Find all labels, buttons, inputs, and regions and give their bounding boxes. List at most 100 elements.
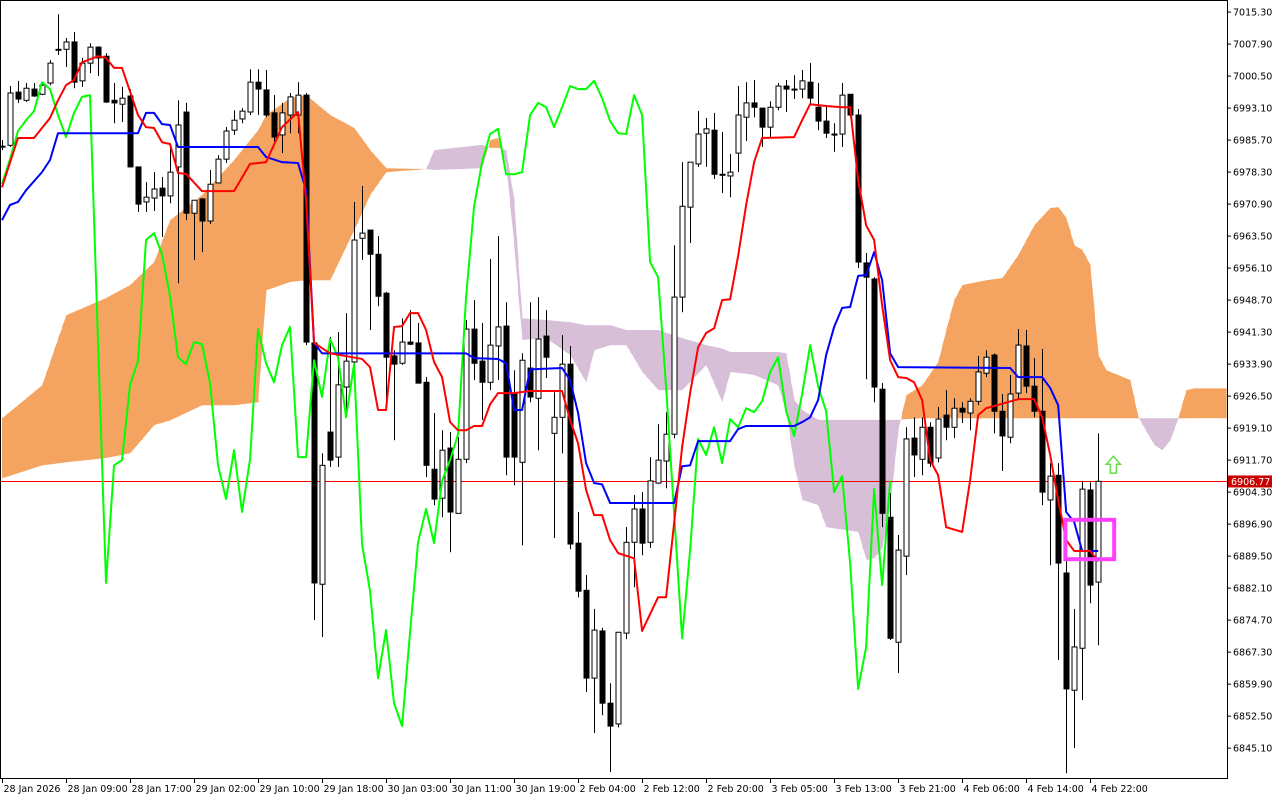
candle-body bbox=[431, 468, 438, 500]
cloud-bearish-segment bbox=[450, 147, 455, 170]
cloud-bullish-segment bbox=[1074, 245, 1079, 419]
cloud-bullish-segment bbox=[1130, 380, 1135, 419]
y-tick-label: 6867.30 bbox=[1233, 648, 1272, 659]
candle-body bbox=[623, 541, 630, 634]
candle-bullish bbox=[983, 350, 990, 378]
candle-body bbox=[991, 354, 998, 412]
y-tick-label: 7000.50 bbox=[1233, 72, 1272, 83]
cloud-bearish-segment bbox=[554, 320, 559, 347]
candle-body bbox=[455, 458, 462, 514]
cloud-bearish-segment bbox=[610, 325, 615, 346]
candle-body bbox=[447, 447, 454, 513]
cloud-bullish-segment bbox=[154, 251, 159, 426]
cloud-bullish-segment bbox=[74, 310, 79, 462]
candle-bullish bbox=[119, 86, 126, 122]
candle-body bbox=[647, 480, 654, 543]
chart-objects[interactable] bbox=[1063, 455, 1123, 562]
cloud-bullish-segment bbox=[1050, 207, 1055, 419]
candle-bullish bbox=[839, 83, 846, 148]
cloud-bearish-segment bbox=[530, 318, 535, 340]
price-axis[interactable]: 7015.30 7007.90 7000.50 6993.10 6985.70 6978.… bbox=[1227, 8, 1272, 755]
candle-bullish bbox=[239, 108, 246, 124]
candle-bearish bbox=[127, 89, 134, 168]
candle-bullish bbox=[455, 437, 462, 514]
cloud-bullish-segment bbox=[1222, 388, 1227, 419]
candle-bearish bbox=[1087, 482, 1094, 604]
cloud-bullish-segment bbox=[310, 98, 315, 281]
cloud-bullish-segment bbox=[930, 367, 935, 419]
candle-bearish bbox=[159, 176, 166, 237]
candle-bullish bbox=[791, 75, 798, 100]
candle-bearish bbox=[271, 95, 278, 143]
cloud-bullish-segment bbox=[1206, 388, 1211, 419]
candle-bearish bbox=[31, 83, 38, 97]
candle-bullish bbox=[519, 353, 526, 546]
candle-bearish bbox=[503, 302, 510, 476]
y-tick-label: 6948.70 bbox=[1233, 296, 1272, 307]
cloud-bearish-segment bbox=[606, 325, 611, 347]
candle-bullish bbox=[495, 236, 502, 381]
cloud-bullish-segment bbox=[1190, 388, 1195, 419]
cloud-bearish-segment bbox=[810, 414, 815, 504]
candle-body bbox=[967, 400, 974, 414]
candle-bearish bbox=[1023, 329, 1030, 394]
candle-body bbox=[71, 41, 78, 83]
cloud-bullish-segment bbox=[214, 177, 219, 406]
cloud-bullish-segment bbox=[1022, 240, 1027, 419]
candle-body bbox=[343, 360, 350, 388]
current-price-tag: 6906.77 bbox=[1228, 475, 1272, 488]
candle-bullish bbox=[919, 417, 926, 476]
cloud-bullish-segment bbox=[6, 411, 11, 478]
candle-body bbox=[495, 326, 502, 347]
candle-body bbox=[23, 87, 30, 101]
cloud-bearish-segment bbox=[454, 147, 459, 170]
candle-body bbox=[207, 183, 214, 222]
y-tick-label: 6845.10 bbox=[1233, 744, 1272, 755]
candle-bullish bbox=[223, 127, 230, 164]
cloud-bullish-segment bbox=[50, 350, 55, 465]
candle-body bbox=[1047, 475, 1054, 501]
candle-bearish bbox=[327, 336, 334, 468]
cloud-bearish-segment bbox=[654, 329, 659, 391]
candle-body bbox=[615, 631, 622, 725]
cloud-bullish-segment bbox=[1202, 388, 1207, 419]
up-arrow-icon[interactable] bbox=[1104, 455, 1123, 474]
candle-bearish bbox=[871, 277, 878, 403]
cloud-bullish-segment bbox=[30, 391, 35, 470]
time-axis[interactable]: 28 Jan 2026 28 Jan 09:00 28 Jan 17:00 29 Ja… bbox=[2, 778, 1148, 795]
candle-bullish bbox=[359, 185, 366, 260]
cloud-bullish-segment bbox=[490, 139, 495, 148]
candle-bearish bbox=[479, 323, 486, 420]
x-tick-label: 30 Jan 03:00 bbox=[388, 784, 448, 795]
candle-body bbox=[631, 508, 638, 543]
cloud-bearish-segment bbox=[814, 417, 819, 506]
cloud-bullish-segment bbox=[414, 168, 419, 171]
cloud-bullish-segment bbox=[198, 195, 203, 408]
cloud-bullish-segment bbox=[82, 306, 87, 461]
cloud-bearish-segment bbox=[894, 419, 899, 468]
cloud-bearish-segment bbox=[682, 338, 687, 391]
x-tick-label: 28 Jan 2026 bbox=[4, 784, 61, 795]
candle-bearish bbox=[199, 198, 206, 253]
plot-border bbox=[0, 0, 1228, 779]
candle-bullish bbox=[143, 182, 150, 212]
cloud-bullish-segment bbox=[334, 117, 339, 272]
cloud-bearish-segment bbox=[582, 324, 587, 383]
cloud-bullish-segment bbox=[2, 414, 7, 479]
cloud-bullish-segment bbox=[106, 295, 111, 458]
candle-body bbox=[231, 119, 238, 131]
candle-body bbox=[151, 188, 158, 199]
cloud-bullish-segment bbox=[118, 289, 123, 456]
cloud-bearish-segment bbox=[550, 320, 555, 344]
candle-body bbox=[687, 161, 694, 208]
cloud-bullish-segment bbox=[194, 198, 199, 410]
candle-body bbox=[407, 341, 414, 345]
cloud-bullish-segment bbox=[1054, 207, 1059, 419]
rectangle-object[interactable] bbox=[1063, 517, 1117, 562]
candle-body bbox=[695, 133, 702, 165]
y-tick-label: 6933.90 bbox=[1233, 360, 1272, 371]
candle-bearish bbox=[815, 83, 822, 131]
y-tick-label: 6956.10 bbox=[1233, 264, 1272, 275]
candle-body bbox=[415, 342, 422, 384]
